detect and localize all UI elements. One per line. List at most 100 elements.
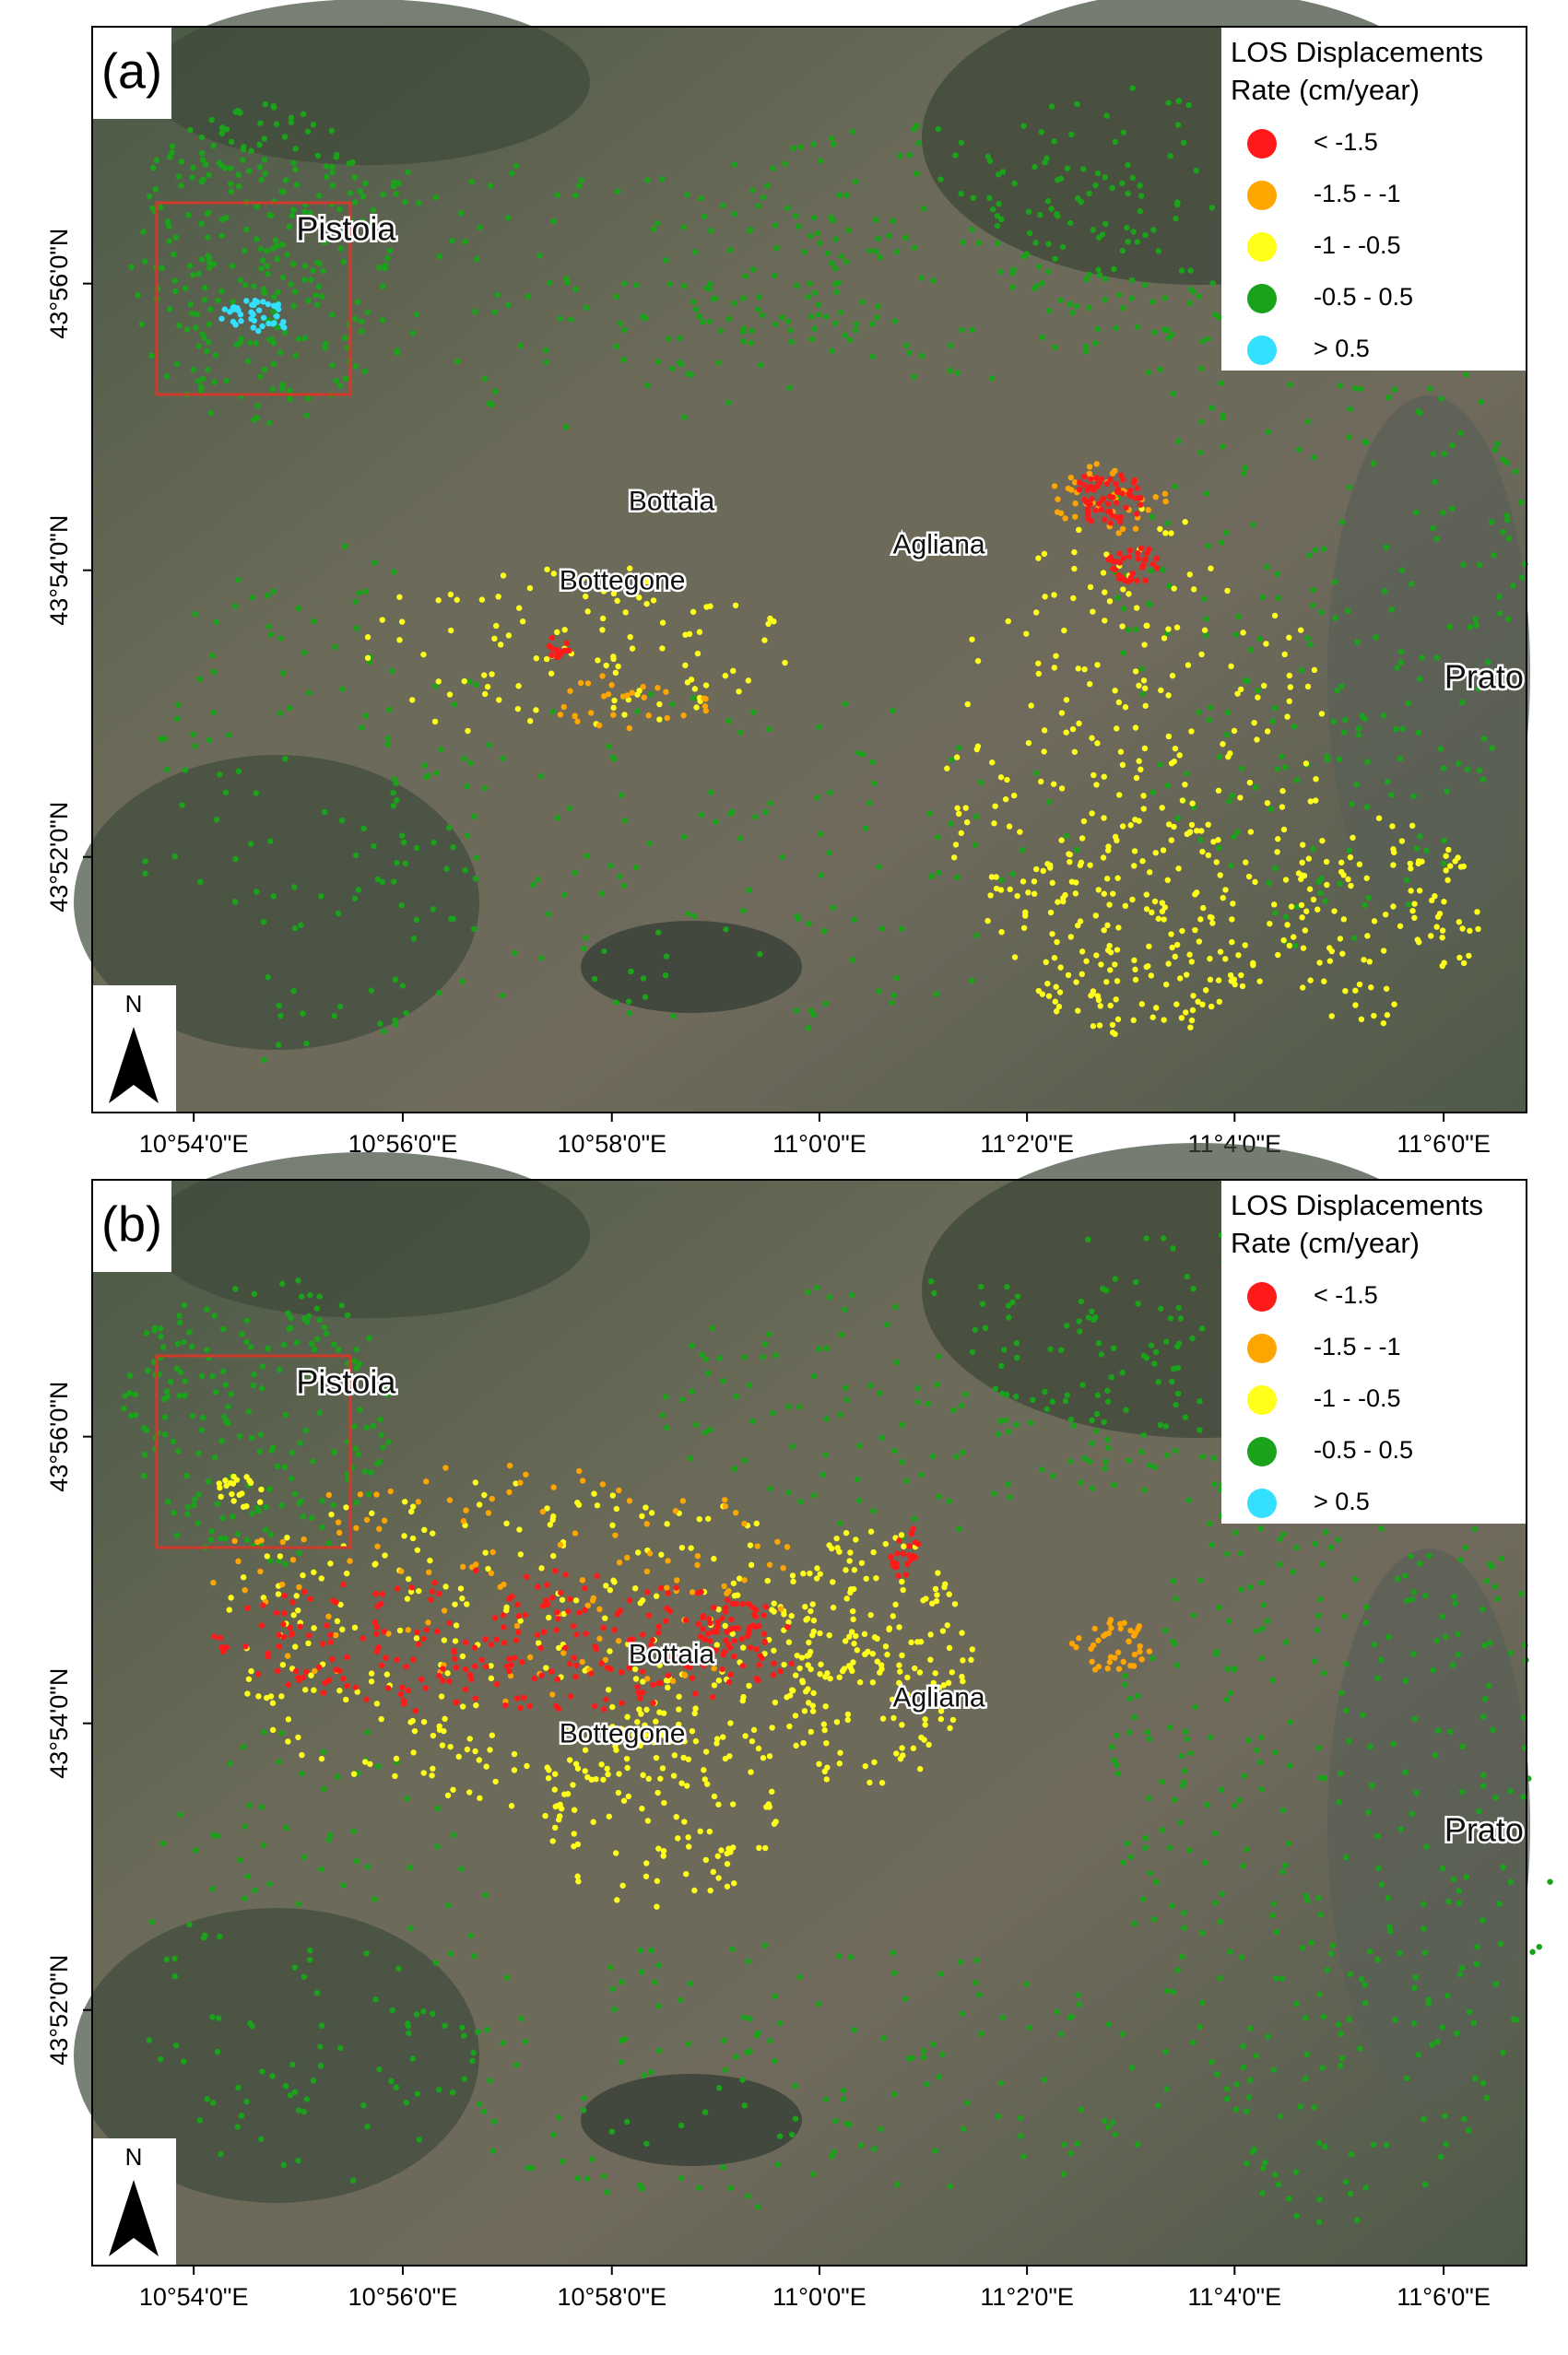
ps-point [355, 1451, 361, 1458]
ps-point [201, 284, 208, 291]
ps-point [925, 1741, 932, 1749]
ps-point [399, 1684, 406, 1691]
ps-point [772, 321, 779, 328]
ps-point [951, 1601, 959, 1607]
ps-point [654, 1903, 660, 1910]
ps-point [398, 1568, 405, 1574]
ps-point [178, 159, 185, 165]
ps-point [1210, 838, 1217, 845]
ps-point [610, 712, 617, 718]
ps-point [271, 320, 277, 326]
ps-point [1165, 960, 1172, 967]
ps-point [1121, 1619, 1127, 1626]
ps-point [316, 1293, 324, 1300]
ps-point [826, 850, 832, 856]
ps-point [1317, 1912, 1325, 1918]
ps-point [937, 1715, 945, 1723]
ps-point [673, 1655, 679, 1663]
ps-point [584, 2175, 591, 2182]
ps-point [582, 1768, 588, 1774]
ps-point [910, 1525, 916, 1533]
ps-point [911, 244, 918, 251]
ps-point [222, 789, 230, 795]
ps-point [525, 293, 532, 300]
ps-point [1173, 216, 1179, 222]
place-name: Bottegone [560, 566, 686, 596]
ps-point [593, 1775, 599, 1783]
ps-point [415, 1641, 422, 1648]
ps-point [204, 2096, 211, 2102]
ps-point [1063, 729, 1069, 736]
ps-point [1338, 683, 1345, 689]
ps-point [1272, 2172, 1279, 2178]
ps-point [1439, 927, 1446, 934]
ps-point [403, 1009, 409, 1017]
ps-point [573, 1631, 580, 1638]
ps-point [1142, 1844, 1149, 1851]
ps-point [319, 1641, 326, 1647]
ps-point [1132, 724, 1139, 731]
ps-point [664, 1648, 670, 1654]
ps-point [446, 824, 453, 831]
ps-point [298, 922, 304, 928]
ps-point [407, 1925, 414, 1932]
ps-point [403, 2099, 410, 2106]
ps-point [334, 151, 340, 159]
ps-point [240, 1573, 247, 1581]
ps-point [290, 1612, 297, 1619]
ps-point [414, 1547, 421, 1553]
ps-point [462, 238, 469, 245]
ps-point [542, 1812, 548, 1819]
ps-point [1167, 152, 1173, 159]
ps-point [159, 1840, 167, 1847]
ps-point [1187, 1749, 1194, 1757]
ps-point [1259, 594, 1266, 601]
ps-point [205, 338, 212, 346]
ps-point [719, 1615, 725, 1622]
ps-point [1165, 100, 1172, 106]
ps-point [690, 608, 697, 616]
ps-point [1299, 1945, 1306, 1951]
ps-point [1518, 499, 1525, 506]
ps-point [511, 1654, 518, 1661]
ps-point [1472, 616, 1479, 623]
ps-point [1345, 876, 1351, 883]
ps-point [1004, 776, 1010, 783]
ps-point [813, 1575, 820, 1582]
ps-point [1346, 847, 1352, 854]
ps-point [1051, 138, 1057, 145]
ps-point [1398, 567, 1406, 574]
ps-point [280, 1621, 287, 1628]
ps-point [750, 1726, 758, 1734]
ps-point [288, 114, 295, 122]
ps-point [1391, 1001, 1397, 1007]
ps-point [196, 2117, 204, 2124]
ps-point [809, 1631, 816, 1639]
ps-point [1014, 1293, 1021, 1300]
ps-point [396, 594, 403, 600]
ps-point [1174, 199, 1181, 206]
ps-point [1127, 1662, 1134, 1669]
ps-point [421, 762, 428, 769]
ps-point [1116, 559, 1123, 566]
ps-point [1082, 348, 1090, 355]
ps-point [575, 1609, 583, 1616]
ps-point [205, 1478, 212, 1485]
ps-point [288, 1475, 295, 1482]
ps-point [1459, 925, 1466, 932]
ps-point [784, 1623, 791, 1631]
ps-point [1463, 1874, 1469, 1880]
ps-point [544, 566, 550, 572]
ps-point [501, 1624, 507, 1631]
ps-point [1457, 864, 1465, 870]
ps-point [272, 237, 279, 243]
ps-point [742, 273, 749, 279]
ps-point [584, 680, 592, 687]
ps-point [646, 840, 654, 847]
ps-point [853, 1537, 859, 1543]
ps-point [463, 1639, 469, 1646]
ps-point [993, 874, 999, 880]
ps-point [182, 1392, 188, 1399]
ps-point [1174, 815, 1181, 821]
ps-point [270, 893, 277, 900]
